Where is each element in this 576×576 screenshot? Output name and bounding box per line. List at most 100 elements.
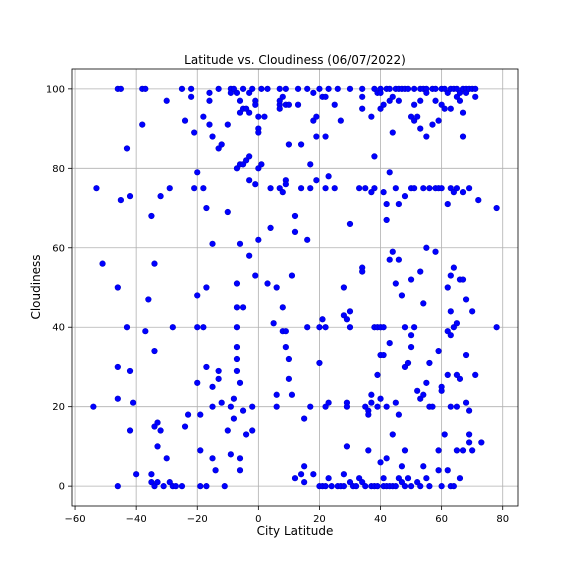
- scatter-point: [411, 185, 418, 192]
- scatter-point: [462, 296, 470, 303]
- scatter-point: [218, 399, 225, 406]
- scatter-point: [194, 292, 201, 299]
- scatter-point: [209, 240, 216, 247]
- scatter-point: [459, 133, 467, 140]
- scatter-point: [233, 324, 241, 331]
- scatter-point: [478, 439, 485, 446]
- scatter-point: [389, 129, 396, 136]
- scatter-point: [224, 121, 231, 128]
- scatter-point: [267, 185, 274, 192]
- scatter-point: [224, 208, 231, 216]
- scatter-point: [401, 483, 409, 490]
- scatter-point: [377, 89, 384, 96]
- scatter-point: [236, 240, 244, 247]
- scatter-point: [90, 403, 97, 410]
- scatter-point: [389, 93, 396, 100]
- scatter-point: [233, 343, 241, 351]
- scatter-point: [178, 483, 186, 490]
- scatter-point: [151, 347, 158, 355]
- x-tick-label: −60: [65, 514, 86, 525]
- scatter-point: [414, 387, 421, 394]
- scatter-point: [310, 471, 317, 478]
- scatter-point: [157, 193, 164, 200]
- x-axis-label: City Latitude: [257, 524, 334, 538]
- scatter-point: [380, 324, 387, 331]
- scatter-point: [191, 185, 198, 192]
- scatter-point: [359, 105, 366, 112]
- scatter-point: [472, 93, 479, 100]
- scatter-point: [426, 483, 433, 490]
- scatter-point: [322, 324, 329, 331]
- scatter-point: [197, 447, 204, 454]
- scatter-point: [194, 169, 201, 176]
- scatter-point: [126, 193, 134, 200]
- scatter-point: [459, 447, 467, 454]
- scatter-point: [392, 280, 399, 287]
- scatter-point: [383, 455, 390, 462]
- scatter-point: [466, 185, 473, 192]
- scatter-point: [328, 483, 335, 490]
- scatter-point: [264, 85, 271, 92]
- scatter-point: [383, 216, 390, 224]
- scatter-point: [203, 204, 210, 212]
- scatter-point: [255, 113, 262, 120]
- scatter-point: [255, 129, 262, 136]
- scatter-point: [444, 371, 451, 379]
- scatter-point: [493, 204, 500, 212]
- scatter-point: [191, 129, 198, 136]
- scatter-point: [346, 308, 354, 315]
- scatter-point: [417, 97, 424, 104]
- scatter-point: [258, 161, 265, 168]
- scatter-point: [380, 475, 387, 482]
- scatter-point: [386, 340, 393, 347]
- scatter-point: [276, 85, 283, 92]
- scatter-point: [178, 85, 186, 92]
- scatter-point: [142, 328, 149, 335]
- scatter-point: [291, 212, 299, 220]
- scatter-point: [130, 399, 137, 406]
- scatter-point: [423, 89, 430, 96]
- scatter-point: [298, 185, 305, 192]
- x-tick-label: −20: [187, 514, 208, 525]
- scatter-point: [157, 427, 164, 434]
- scatter-point: [423, 475, 430, 482]
- scatter-point: [346, 85, 354, 92]
- scatter-point: [273, 391, 280, 398]
- scatter-point: [151, 260, 158, 267]
- scatter-point: [420, 185, 427, 192]
- scatter-point: [432, 248, 439, 255]
- scatter-point: [404, 475, 412, 482]
- scatter-point: [356, 185, 363, 192]
- scatter-point: [154, 479, 161, 486]
- scatter-point: [462, 351, 470, 359]
- scatter-point: [374, 371, 381, 379]
- x-tick-label: 40: [374, 514, 387, 525]
- y-tick-label: 80: [52, 164, 65, 175]
- scatter-point: [395, 97, 402, 104]
- scatter-point: [325, 85, 332, 92]
- scatter-point: [429, 121, 436, 128]
- scatter-point: [316, 324, 323, 331]
- scatter-point: [172, 483, 179, 490]
- scatter-point: [181, 423, 189, 430]
- scatter-point: [114, 284, 121, 291]
- scatter-point: [432, 85, 439, 92]
- scatter-point: [398, 292, 406, 299]
- scatter-point: [392, 185, 399, 192]
- scatter-point: [359, 93, 366, 100]
- scatter-point: [432, 97, 439, 104]
- scatter-point: [93, 185, 100, 192]
- scatter-point: [252, 181, 259, 188]
- scatter-point: [462, 399, 470, 406]
- y-axis-label: Cloudiness: [29, 254, 43, 319]
- scatter-point: [279, 304, 286, 311]
- scatter-point: [288, 391, 296, 398]
- scatter-point: [444, 200, 451, 208]
- scatter-point: [371, 185, 378, 192]
- scatter-point: [148, 212, 155, 220]
- scatter-point: [203, 363, 210, 371]
- x-tick-label: 60: [435, 514, 448, 525]
- scatter-point: [258, 85, 265, 92]
- scatter-point: [221, 483, 228, 490]
